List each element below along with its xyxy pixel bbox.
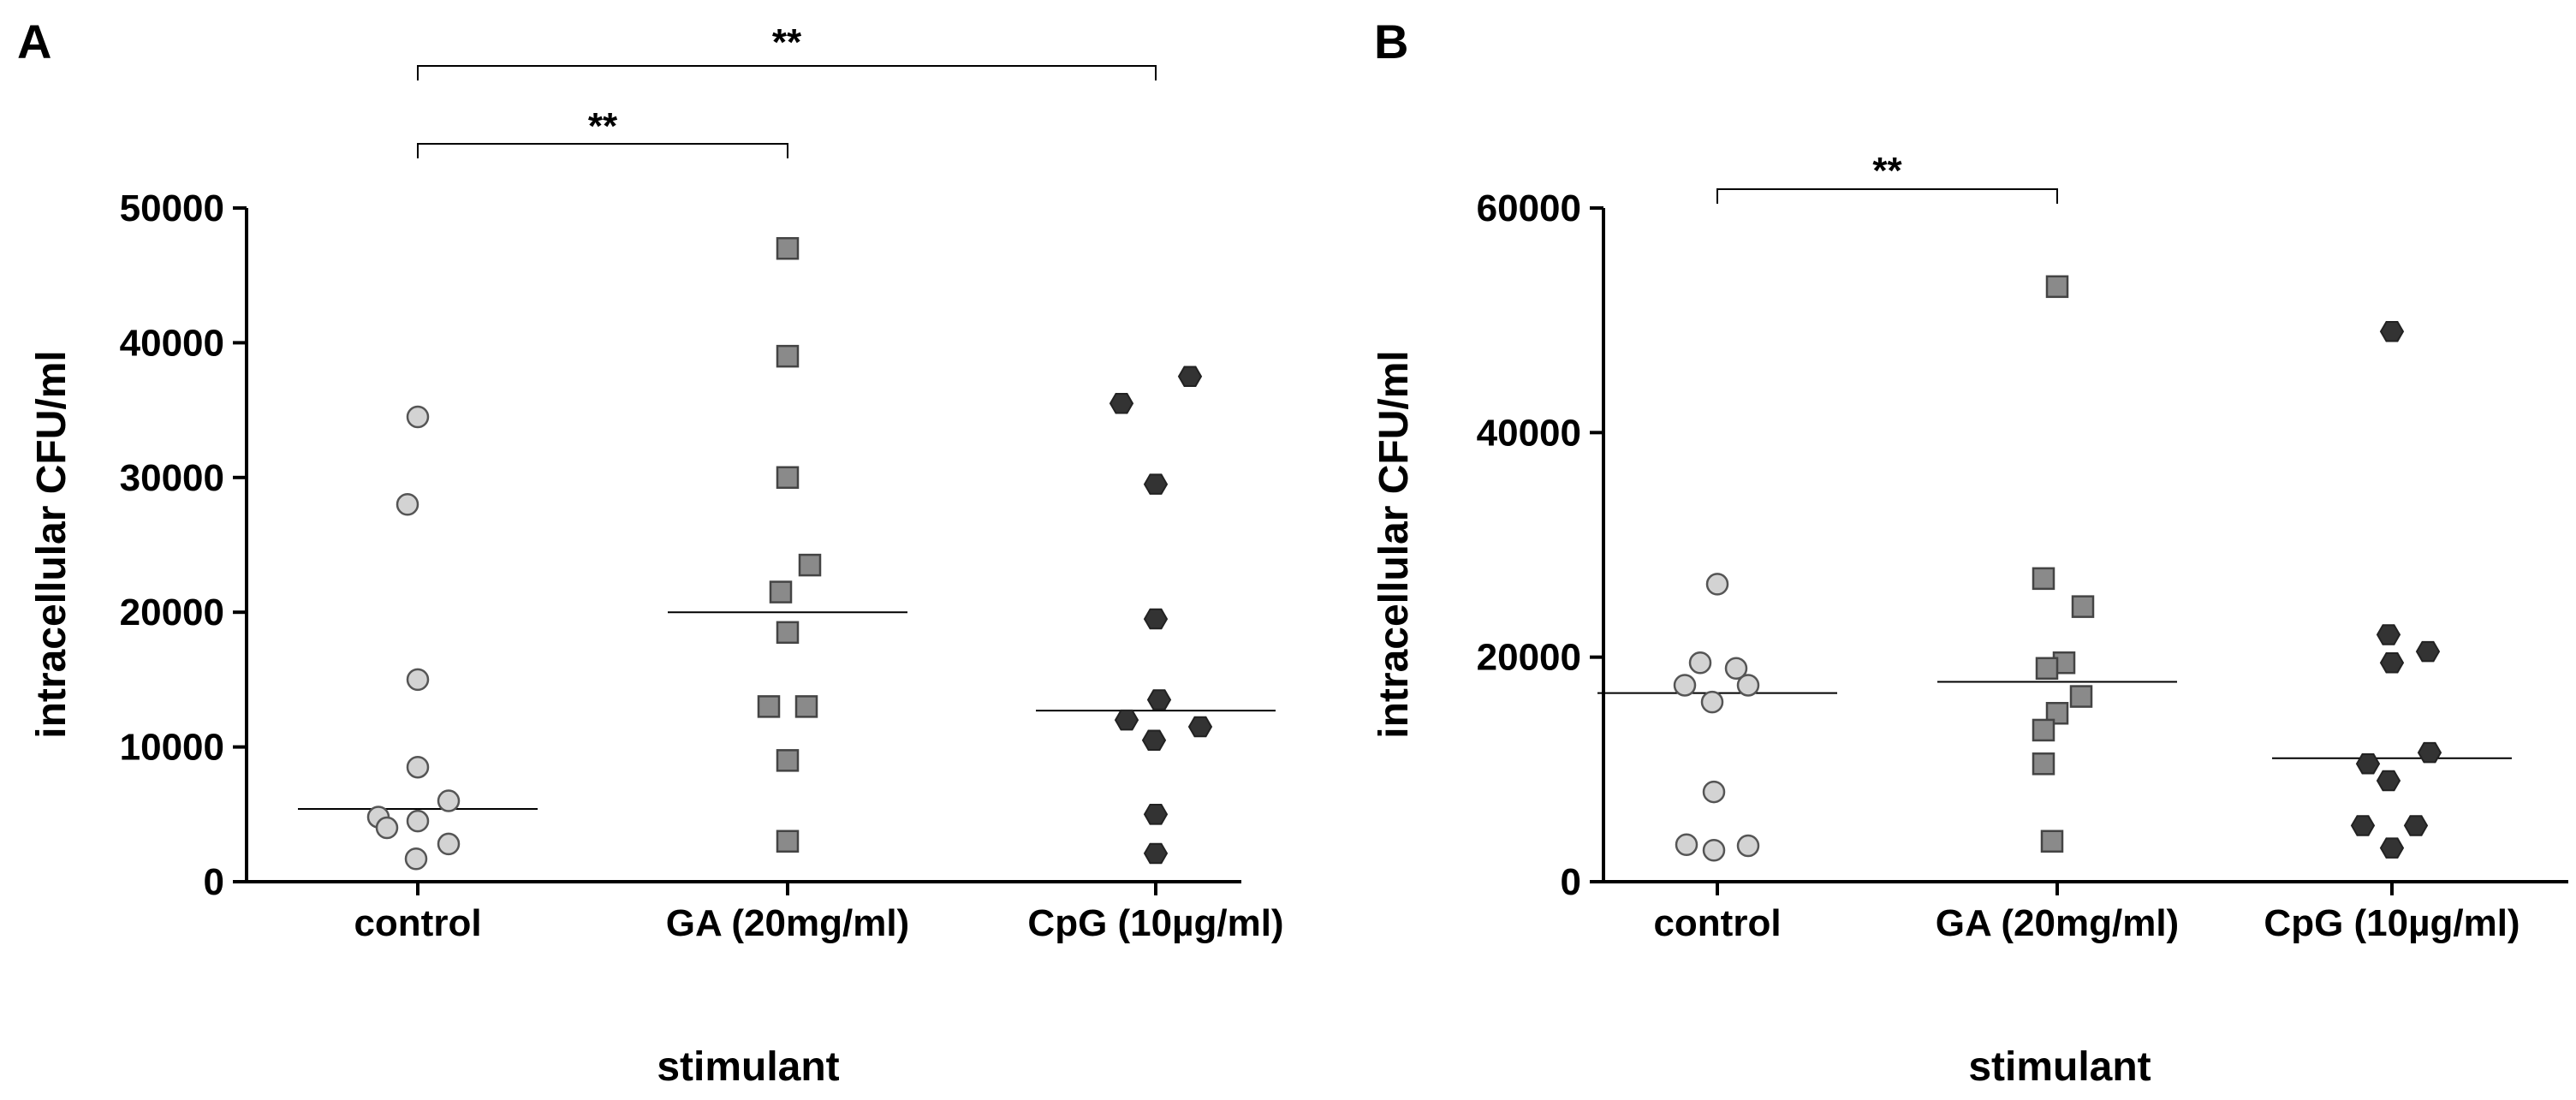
data-point-square xyxy=(776,344,800,368)
data-point-circle xyxy=(406,668,430,692)
x-category-label: control xyxy=(1653,902,1781,944)
data-point-square xyxy=(2035,657,2059,681)
data-point-square xyxy=(2032,567,2055,591)
y-tick-label: 60000 xyxy=(1477,187,1581,229)
data-point-circle xyxy=(406,755,430,779)
x-category-label: CpG (10µg/ml) xyxy=(1027,902,1283,944)
y-tick-label: 10000 xyxy=(120,727,224,769)
data-point-circle xyxy=(1705,573,1729,596)
data-point-circle xyxy=(437,832,461,856)
y-tick-label: 0 xyxy=(204,861,224,903)
data-point-square xyxy=(757,695,781,718)
data-point-hexagon xyxy=(2350,815,2376,836)
data-point-square xyxy=(2032,752,2055,776)
data-point-circle xyxy=(1736,834,1760,858)
data-point-hexagon xyxy=(2403,815,2429,836)
data-point-square xyxy=(776,621,800,645)
data-point-hexagon xyxy=(2355,753,2381,775)
data-point-square xyxy=(776,749,800,772)
y-axis-title: intracellular CFU/ml xyxy=(29,350,74,738)
data-point-circle xyxy=(396,493,419,516)
data-point-hexagon xyxy=(2379,652,2405,674)
data-point-hexagon xyxy=(1187,716,1213,738)
data-point-circle xyxy=(1702,839,1726,862)
data-point-square xyxy=(2071,595,2095,618)
data-point-circle xyxy=(1688,651,1712,675)
x-category-label: control xyxy=(354,902,481,944)
data-point-circle xyxy=(406,405,430,429)
data-point-circle xyxy=(437,789,461,812)
x-axis-title: stimulant xyxy=(1968,1044,2151,1090)
data-point-hexagon xyxy=(2376,770,2401,792)
significance-bracket xyxy=(417,143,788,158)
significance-label: ** xyxy=(1872,150,1902,192)
x-category-label: GA (20mg/ml) xyxy=(1936,902,2179,944)
data-point-hexagon xyxy=(1146,689,1172,711)
data-point-circle xyxy=(1736,674,1760,697)
x-category-label: GA (20mg/ml) xyxy=(666,902,909,944)
y-axis-title: intracellular CFU/ml xyxy=(1371,350,1417,738)
y-tick-label: 0 xyxy=(1561,861,1581,903)
panel-letter: B xyxy=(1374,15,1408,68)
data-point-square xyxy=(776,829,800,853)
data-point-square xyxy=(776,236,800,260)
data-point-circle xyxy=(1700,690,1724,714)
data-point-hexagon xyxy=(1143,473,1169,495)
significance-bracket xyxy=(417,65,1157,80)
data-point-hexagon xyxy=(1177,366,1203,387)
y-tick-label: 40000 xyxy=(120,322,224,364)
panel-letter: A xyxy=(17,15,51,68)
data-point-hexagon xyxy=(1143,608,1169,630)
data-point-hexagon xyxy=(1143,804,1169,825)
significance-bracket xyxy=(1716,188,2058,204)
data-point-hexagon xyxy=(1114,709,1139,731)
data-point-circle xyxy=(1673,674,1697,697)
data-point-square xyxy=(2045,275,2069,299)
data-point-hexagon xyxy=(1141,729,1167,751)
data-point-square xyxy=(798,553,822,577)
data-point-hexagon xyxy=(2417,741,2442,764)
data-point-hexagon xyxy=(1109,393,1134,414)
significance-label: ** xyxy=(588,105,618,147)
data-point-square xyxy=(769,580,793,604)
data-point-circle xyxy=(404,847,428,871)
data-point-circle xyxy=(406,809,430,833)
data-point-circle xyxy=(1675,833,1698,856)
data-point-hexagon xyxy=(2379,321,2405,342)
x-category-label: CpG (10µg/ml) xyxy=(2264,902,2519,944)
x-axis-title: stimulant xyxy=(657,1044,839,1090)
y-tick-label: 20000 xyxy=(1477,637,1581,679)
significance-label: ** xyxy=(772,21,802,63)
y-tick-label: 30000 xyxy=(120,457,224,499)
data-point-hexagon xyxy=(2379,837,2405,859)
data-point-circle xyxy=(1724,657,1748,681)
data-point-hexagon xyxy=(2376,624,2401,645)
data-point-circle xyxy=(375,816,399,840)
y-tick-label: 20000 xyxy=(120,592,224,633)
y-tick-label: 40000 xyxy=(1477,412,1581,454)
data-point-square xyxy=(776,466,800,490)
data-point-hexagon xyxy=(1143,842,1169,865)
data-point-square xyxy=(2040,829,2064,853)
data-point-circle xyxy=(1702,780,1726,804)
data-point-square xyxy=(2069,685,2093,708)
panel-b: B 0 20000 40000 60000 control GA (20mg/ml) CpG … xyxy=(1371,15,2568,1090)
data-point-square xyxy=(2032,718,2055,742)
data-point-hexagon xyxy=(2415,640,2441,663)
data-point-square xyxy=(794,695,818,718)
panel-a: A 0 10000 20000 30000 40000 50000 control GA (20… xyxy=(17,15,1284,1090)
y-tick-label: 50000 xyxy=(120,187,224,229)
